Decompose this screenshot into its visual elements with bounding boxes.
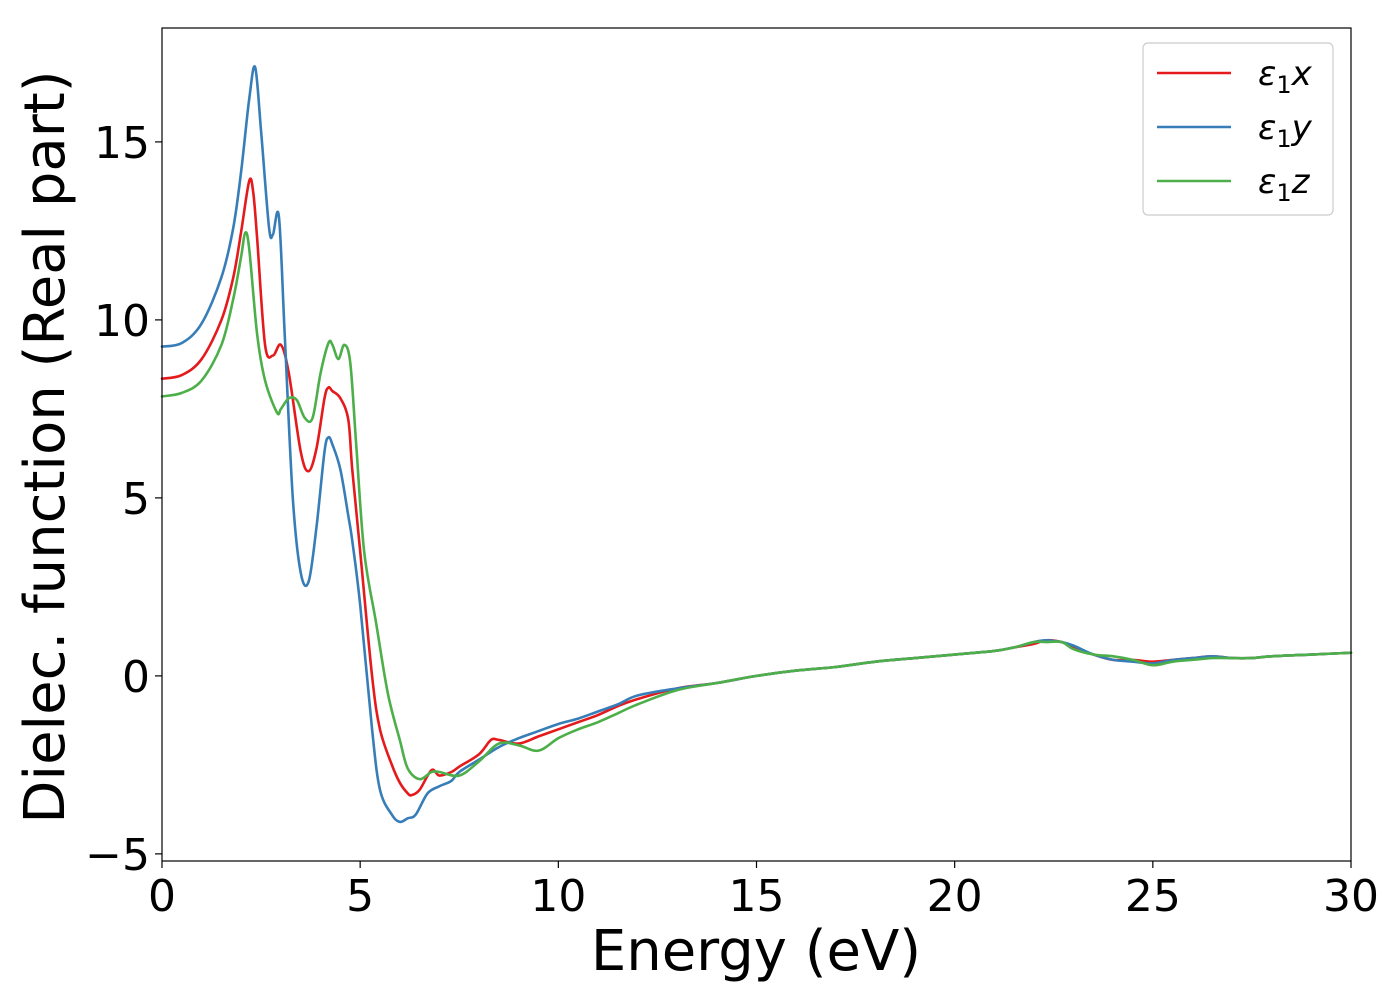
y-tick-label: 15	[94, 118, 150, 169]
y-tick-label: 5	[122, 474, 150, 525]
x-tick-label: 15	[729, 871, 785, 922]
x-tick-label: 30	[1323, 871, 1379, 922]
y-tick-label: 0	[122, 652, 150, 703]
x-axis: 0 5 10 15 20 25 30	[148, 861, 1379, 922]
legend-label-z: ε1z	[1258, 162, 1311, 207]
series-line-z	[160, 231, 1353, 781]
y-axis-label: Dielec. function (Real part)	[13, 70, 78, 823]
legend-label-y: ε1y	[1258, 108, 1313, 153]
legend: ε1x ε1y ε1z	[1142, 42, 1334, 216]
series-line-y	[160, 64, 1353, 824]
legend-label-x: ε1x	[1258, 54, 1313, 99]
x-tick-label: 25	[1125, 871, 1181, 922]
series-line-x	[160, 177, 1353, 797]
y-tick-label: −5	[85, 830, 150, 881]
x-tick-label: 0	[148, 871, 176, 922]
x-tick-label: 20	[927, 871, 983, 922]
x-axis-label: Energy (eV)	[591, 919, 921, 984]
series-lines	[160, 64, 1353, 824]
legend-box	[1142, 42, 1334, 216]
y-axis: −5 0 5 10 15	[85, 118, 162, 881]
x-tick-label: 5	[346, 871, 374, 922]
y-tick-label: 10	[94, 296, 150, 347]
x-tick-label: 10	[530, 871, 586, 922]
